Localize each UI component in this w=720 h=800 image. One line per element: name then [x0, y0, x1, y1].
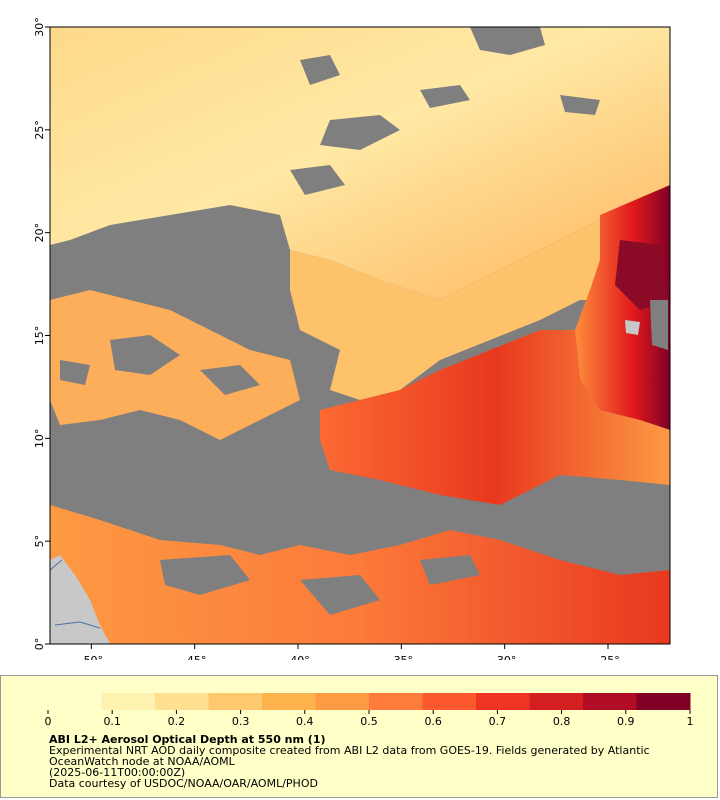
colorbar-swatch [636, 693, 691, 710]
lon-tick-label: -50° [80, 654, 103, 660]
lon-tick-label: -45° [183, 654, 206, 660]
colorbar-swatch [101, 693, 156, 710]
gap-north-2 [300, 55, 340, 85]
colorbar-tick-label: 0.2 [168, 715, 186, 728]
lon-tick-label: -35° [390, 654, 413, 660]
gap-north-6 [290, 165, 345, 195]
gap-north-3 [420, 85, 470, 108]
colorbar-swatch [48, 693, 102, 710]
lat-tick-label: 25° [33, 120, 46, 140]
caption-line-2: OceanWatch node at NOAA/AOML [49, 755, 235, 768]
coastline [49, 559, 101, 629]
lat-tick-label: 5° [33, 535, 46, 548]
caption-line-4: Data courtesy of USDOC/NOAA/OAR/AOML/PHO… [49, 777, 318, 790]
gap-south-1 [160, 555, 250, 595]
aerosol-west [50, 290, 300, 440]
gap-north-1 [470, 27, 545, 55]
lon-tick-label: -30° [493, 654, 516, 660]
colorbar-tick-label: 0.8 [553, 715, 571, 728]
lat-tick-label: 10° [33, 429, 46, 449]
lon-tick-label: -40° [286, 654, 309, 660]
colorbar-tick-label: 0 [45, 715, 52, 728]
gap-east-2 [650, 300, 668, 350]
aod-map: 0° 5° 10° 15° 20° 25° 30° -50° -45° -40° -35° -30°… [33, 17, 671, 667]
colorbar-swatch [529, 693, 584, 710]
lat-tick-label: 30° [33, 17, 46, 37]
colorbar-swatch [155, 693, 209, 710]
colorbar-swatch [369, 693, 423, 710]
aerosol-south [50, 505, 670, 644]
colorbar-tick-label: 0.3 [232, 715, 250, 728]
map-frame: 0° 5° 10° 15° 20° 25° 30° -50° -45° -40° -35° -30°… [33, 17, 671, 667]
gap-west-3 [60, 360, 90, 385]
colorbar-ticks: 0 0.1 0.2 0.3 0.4 0.5 0.6 0.7 0.8 0.9 1 [45, 710, 694, 728]
caption-line-3: (2025-06-11T00:00:00Z) [49, 766, 186, 779]
longitude-axis: -50° -45° -40° -35° -30° -25° [80, 644, 620, 667]
colorbar-tick-label: 0.7 [489, 715, 507, 728]
colorbar-swatch [422, 693, 477, 710]
colorbar-swatch [262, 693, 316, 710]
lon-tick-label: -25° [596, 654, 619, 660]
aerosol-east-core [615, 240, 668, 310]
gap-north-5 [320, 115, 400, 150]
gap-west-2 [200, 365, 260, 395]
caption-line-1: Experimental NRT AOD daily composite cre… [49, 744, 650, 757]
colorbar-tick-label: 1 [687, 715, 694, 728]
latitude-axis: 0° 5° 10° 15° 20° 25° 30° [33, 17, 50, 650]
colorbar-tick-label: 0.1 [103, 715, 121, 728]
caption-title: ABI L2+ Aerosol Optical Depth at 550 nm … [49, 733, 326, 746]
aerosol-north [50, 27, 670, 300]
colorbar-swatch [208, 693, 263, 710]
colorbar-swatch [476, 693, 530, 710]
lat-tick-label: 15° [33, 326, 46, 346]
colorbar-blocks [48, 693, 691, 710]
gap-east-1 [625, 320, 640, 335]
land-south-america [50, 555, 110, 644]
colorbar: 0 0.1 0.2 0.3 0.4 0.5 0.6 0.7 0.8 0.9 1 [45, 693, 694, 728]
gap-north-4 [560, 95, 600, 115]
aerosol-mid-plume [290, 185, 670, 400]
lat-tick-label: 0° [33, 638, 46, 651]
colorbar-swatch [315, 693, 370, 710]
aerosol-band-10n [320, 330, 670, 505]
colorbar-tick-label: 0.9 [617, 715, 635, 728]
colorbar-tick-label: 0.4 [296, 715, 314, 728]
colorbar-tick-label: 0.6 [424, 715, 442, 728]
colorbar-swatch [583, 693, 637, 710]
colorbar-tick-label: 0.5 [360, 715, 378, 728]
gap-west-1 [110, 335, 180, 375]
gap-south-2 [300, 575, 380, 615]
gap-south-3 [420, 555, 480, 585]
legend-panel: 0 0.1 0.2 0.3 0.4 0.5 0.6 0.7 0.8 0.9 1 ABI L2+ Ae… [0, 675, 718, 798]
lat-tick-label: 20° [33, 223, 46, 243]
